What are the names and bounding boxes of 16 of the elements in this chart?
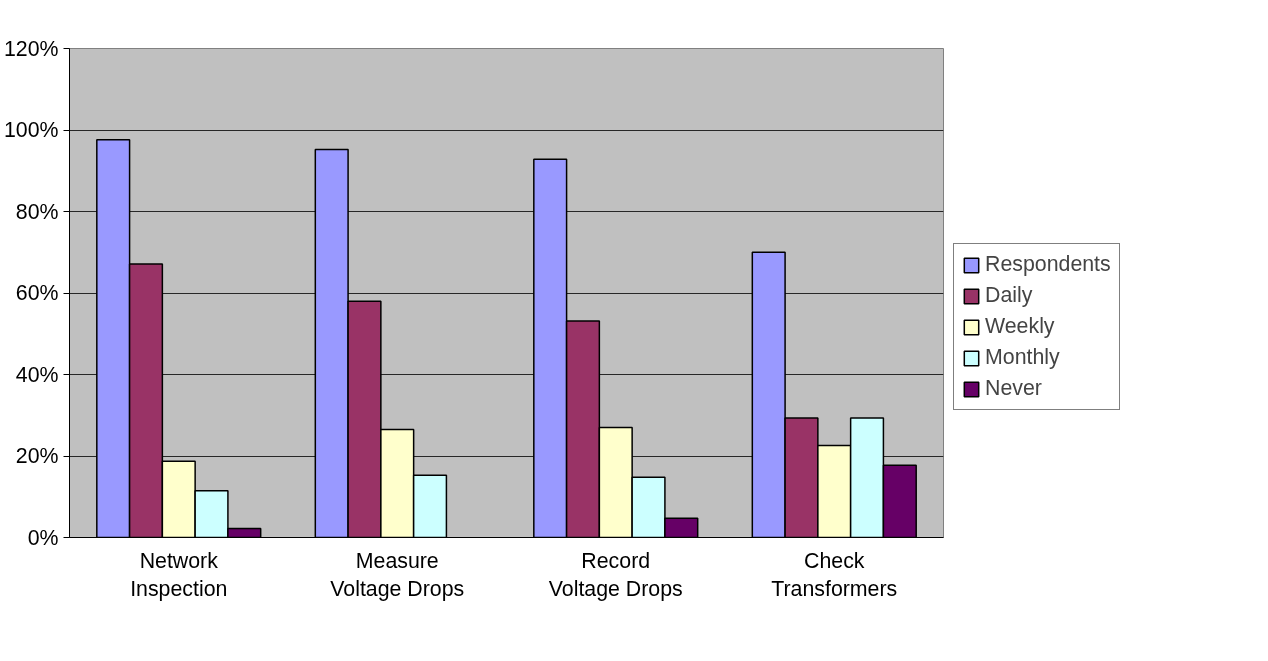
legend-label: Daily — [985, 283, 1033, 308]
y-tick-label: 0% — [27, 525, 59, 550]
legend-label: Never — [985, 376, 1042, 401]
y-tick-label: 20% — [15, 444, 59, 468]
x-tick-label: Check Transformers — [771, 548, 898, 602]
x-tick-label: Record Voltage Drops — [548, 548, 683, 602]
y-tick-label: 40% — [15, 362, 59, 387]
y-tick-label: 80% — [15, 199, 59, 224]
y-tick-label: 100% — [3, 118, 59, 142]
x-tick-label: Measure Voltage Drops — [330, 548, 465, 602]
y-tick-label: 60% — [15, 281, 59, 305]
legend-label: Respondents — [985, 252, 1111, 277]
x-tick-label: Network Inspection — [130, 548, 228, 602]
y-tick-label: 120% — [3, 36, 59, 61]
legend-label: Monthly — [985, 345, 1060, 370]
legend-label: Weekly — [985, 314, 1055, 339]
